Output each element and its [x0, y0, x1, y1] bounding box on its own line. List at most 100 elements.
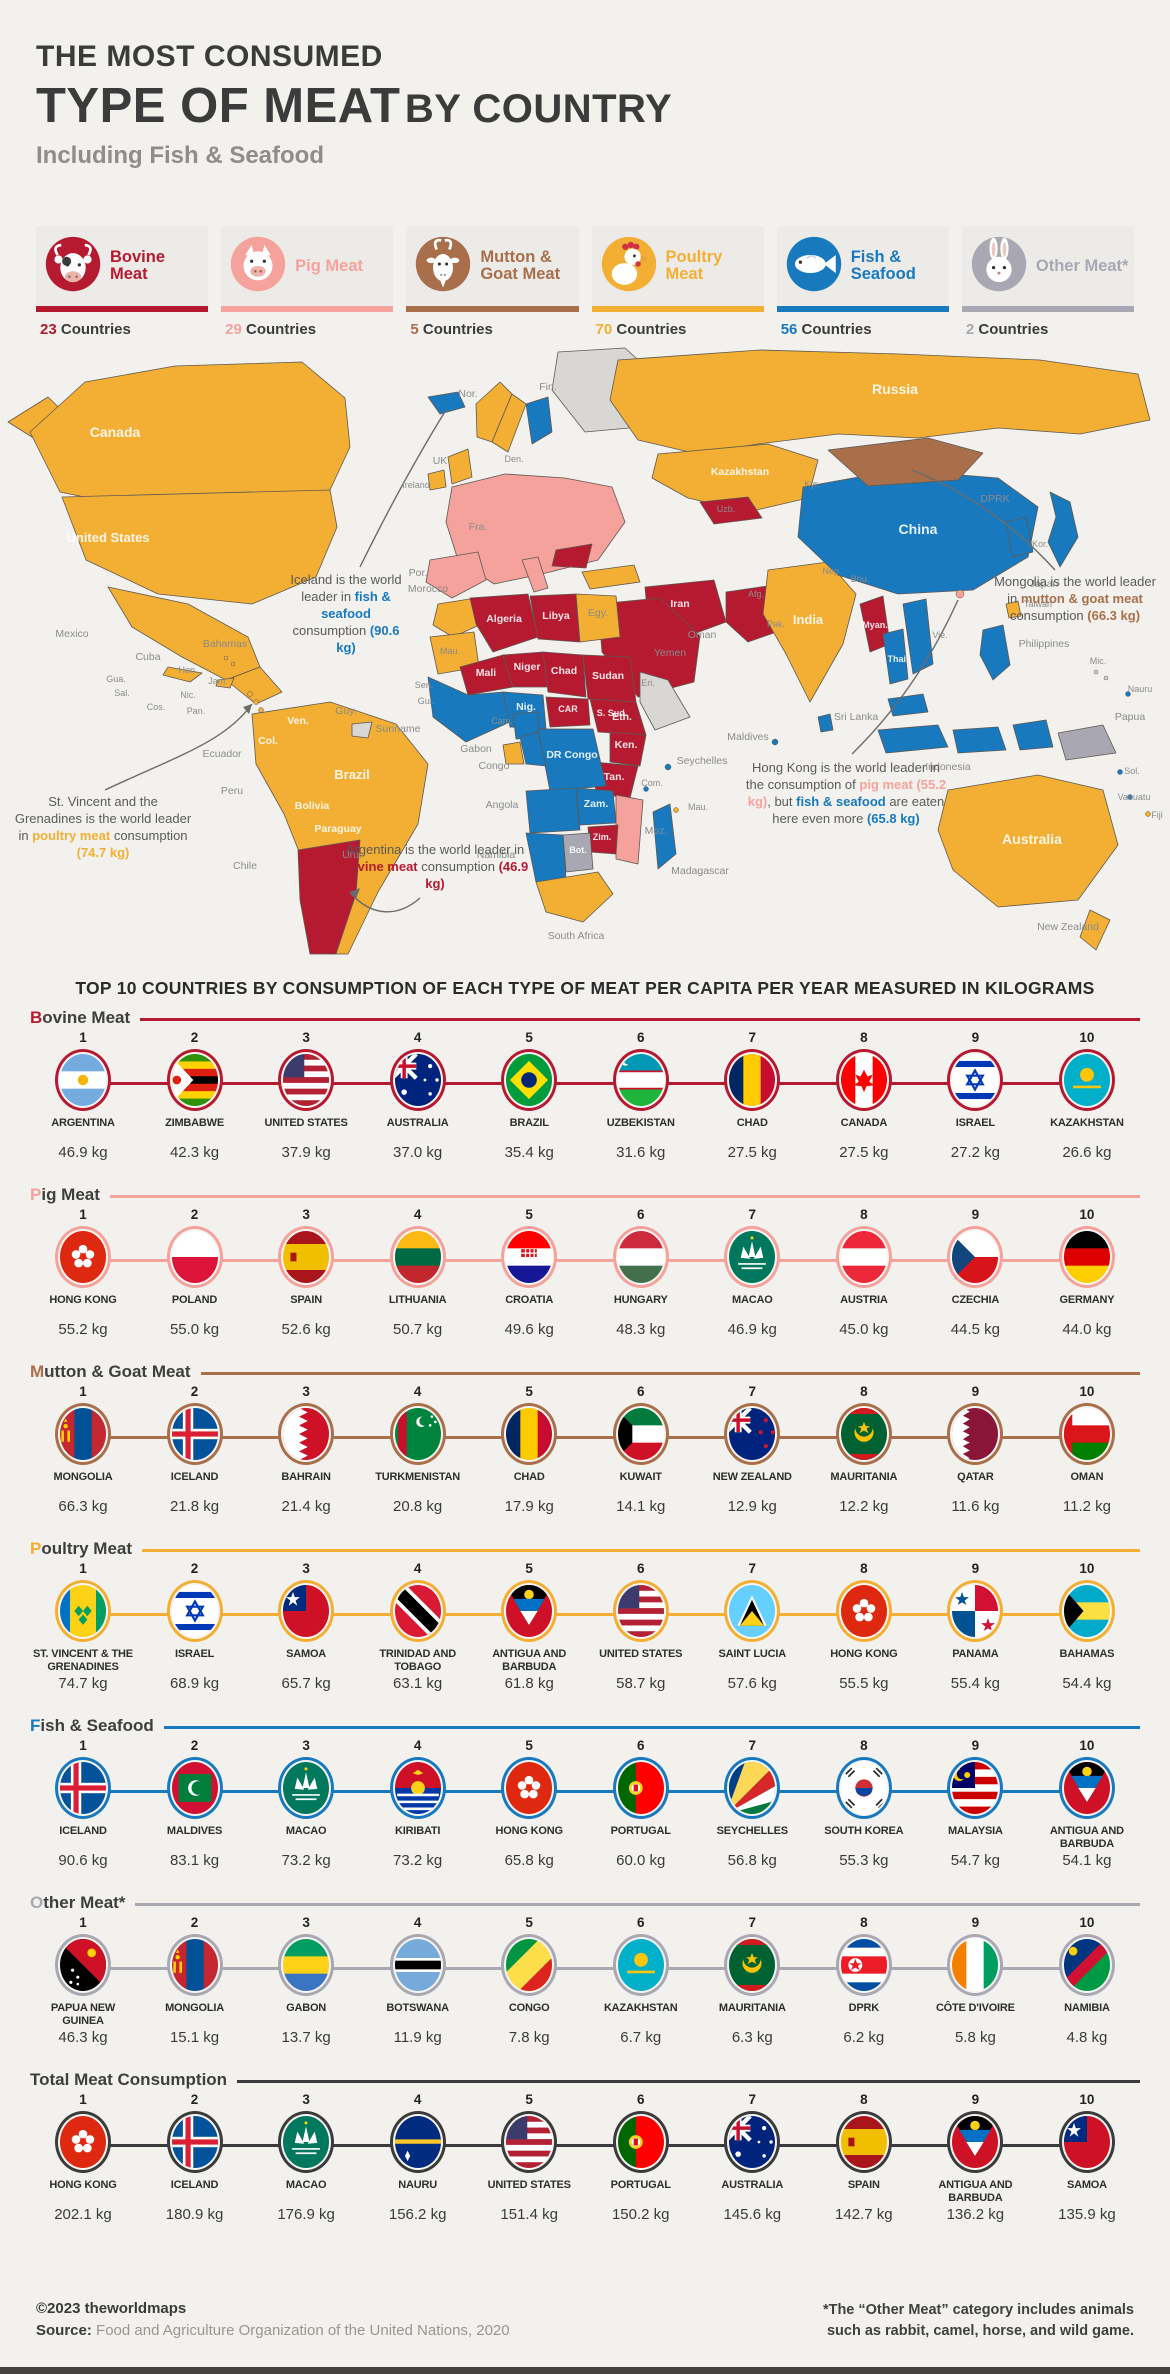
section-row: 1 HONG KONG 202.1 kg 2 ICELAND 180.9 kg 3 MACAO…: [30, 2092, 1140, 2223]
map-label: Bot.: [569, 845, 587, 855]
rank-number: 10: [1079, 1561, 1095, 1576]
country-name: GERMANY: [1059, 1294, 1115, 1306]
map-label: Niger: [514, 661, 541, 673]
map-region-madagascar: [652, 803, 677, 870]
rank-entry: 5 HONG KONG 65.8 kg: [476, 1738, 582, 1869]
rank-entry: 6 KAZAKHSTAN 6.7 kg: [588, 1915, 694, 2046]
map-label: Den.: [504, 454, 523, 464]
rank-entry: 3 BAHRAIN 21.4 kg: [253, 1384, 359, 1515]
map-region-horn-of-africa: [639, 671, 691, 731]
consumption-value: 21.8 kg: [169, 1498, 220, 1515]
map-label: Mic.: [1090, 656, 1107, 666]
consumption-value: 180.9 kg: [165, 2206, 224, 2223]
map-region-central-america: [225, 666, 283, 705]
country-name: SAMOA: [286, 1648, 327, 1660]
my-flag-icon: [947, 1757, 1004, 1819]
il-flag-icon: [947, 1049, 1004, 1111]
rank-entry: 6 PORTUGAL 150.2 kg: [588, 2092, 694, 2223]
map-label: Papua: [1115, 711, 1146, 723]
map-region-car: [545, 696, 591, 728]
map-region-algeria: [469, 593, 539, 653]
map-label: Mau.: [688, 802, 708, 812]
kr-flag-icon: [835, 1757, 892, 1819]
map-label: Gua.: [106, 674, 126, 684]
map-region-united-states: [61, 489, 338, 605]
map-region-italy: [521, 556, 549, 593]
map-label: Japan: [1030, 578, 1059, 590]
rank-entry: 8 AUSTRIA 45.0 kg: [811, 1207, 917, 1338]
map-region-australia: [937, 774, 1119, 908]
map-label: DR Congo: [546, 749, 597, 761]
rank-number: 4: [413, 1030, 422, 1045]
map-region-namibia: [525, 832, 567, 883]
annotation-iceland: Iceland is the world leader in fish & se…: [290, 572, 402, 655]
country-name: POLAND: [171, 1294, 218, 1306]
country-name: ICELAND: [170, 2179, 219, 2191]
country-name: UNITED STATES: [487, 2179, 571, 2191]
map-region-india: [762, 561, 857, 703]
rank-entry: 8 DPRK 6.2 kg: [811, 1915, 917, 2046]
rank-entry: 9 QATAR 11.6 kg: [922, 1384, 1028, 1515]
bottom-bar: [0, 2367, 1170, 2374]
section-title: Pig Meat: [30, 1185, 100, 1204]
rank-number: 1: [79, 1384, 87, 1399]
consumption-value: 46.9 kg: [727, 1321, 777, 1338]
rank-entry: 9 CÔTE D'IVOIRE 5.8 kg: [922, 1915, 1028, 2046]
country-name: MACAO: [285, 1825, 327, 1837]
country-name: KAZAKHSTAN: [603, 2002, 678, 2014]
consumption-value: 15.1 kg: [169, 2029, 220, 2046]
map-labels: Canada United States Mexico Cuba Bahamas Hon.…: [55, 381, 1162, 942]
country-name: PORTUGAL: [610, 1825, 671, 1837]
country-name: CONGO: [508, 2002, 550, 2014]
bs-flag-icon: [1058, 1580, 1115, 1642]
hk-flag-icon: [501, 1757, 558, 1819]
map-region-japan: [1047, 491, 1079, 568]
map-label: Ecuador: [202, 748, 242, 760]
map-region-taiwan: [1005, 600, 1022, 619]
rank-number: 3: [302, 1738, 310, 1753]
nz-flag-icon: [724, 1403, 781, 1465]
map-region-argentina: [297, 839, 361, 955]
legend-count: 29 Countries: [225, 321, 317, 338]
consumption-value: 83.1 kg: [169, 1852, 220, 1869]
legend-count: 2 Countries: [965, 321, 1049, 338]
map-label: Philippines: [1019, 638, 1070, 650]
consumption-value: 48.3 kg: [616, 1321, 666, 1338]
kp-flag-icon: [835, 1934, 892, 1996]
map-label: Cos.: [147, 702, 166, 712]
country-name: UNITED STATES: [599, 1648, 683, 1660]
goat-icon: [414, 235, 472, 298]
map-region-papua-new-guinea: [1057, 724, 1117, 761]
section-header: Total Meat Consumption: [30, 2070, 1140, 2090]
ki-flag-icon: [389, 1757, 446, 1819]
legend-label: Fish & Seafood: [850, 248, 916, 283]
rank-entry: 2 ZIMBABWE 42.3 kg: [142, 1030, 248, 1161]
consumption-value: 49.6 kg: [504, 1321, 554, 1338]
rank-entry: 2 ICELAND 180.9 kg: [142, 2092, 248, 2223]
country-name: CHAD: [736, 1117, 768, 1129]
rank-entry: 6 KUWAIT 14.1 kg: [588, 1384, 694, 1515]
rank-entry: 7 AUSTRALIA 145.6 kg: [699, 2092, 805, 2223]
rank-number: 4: [413, 1915, 422, 1930]
rank-number: 5: [525, 1561, 533, 1576]
is-flag-icon: [55, 1757, 111, 1819]
country-name: HONG KONG: [495, 1825, 563, 1837]
mr-flag-icon: [724, 1934, 781, 1996]
footer-left: ©2023 theworldmaps Source: Food and Agri…: [36, 2300, 510, 2342]
at-flag-icon: [835, 1226, 892, 1288]
consumption-value: 45.0 kg: [839, 1321, 889, 1338]
consumption-value: 7.8 kg: [508, 2029, 550, 2046]
consumption-value: 142.7 kg: [835, 2206, 893, 2223]
map-label: CAR: [558, 704, 578, 714]
map-label: Zim.: [593, 832, 612, 842]
section-other: Other Meat* 1 PAPUA NEW GUINEA 46.3 kg 2 MONG…: [30, 1893, 1140, 2070]
rank-number: 1: [79, 1561, 87, 1576]
consumption-value: 46.3 kg: [58, 2029, 108, 2046]
de-flag-icon: [1058, 1226, 1115, 1288]
map-region-angola: [525, 787, 581, 834]
map-region-dr-congo: [537, 728, 607, 792]
rank-number: 8: [860, 1384, 868, 1399]
map-region-mongolia: [827, 437, 984, 487]
rank-entry: 4 BOTSWANA 11.9 kg: [365, 1915, 471, 2046]
map-label: Fiji: [1151, 810, 1163, 820]
